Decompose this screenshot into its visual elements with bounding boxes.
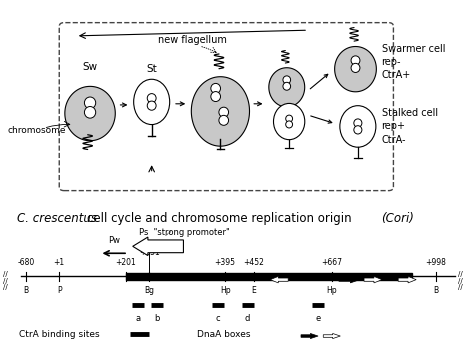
Text: (Cori): (Cori) [382, 212, 414, 225]
Text: //: // [3, 277, 8, 283]
Ellipse shape [351, 63, 360, 72]
Text: CtrA binding sites: CtrA binding sites [19, 330, 100, 339]
Ellipse shape [147, 94, 156, 103]
Text: //: // [458, 271, 463, 277]
Text: E: E [251, 286, 256, 295]
Text: Pw: Pw [108, 236, 120, 245]
Text: DnaA boxes: DnaA boxes [197, 330, 250, 339]
PathPatch shape [335, 46, 376, 92]
Polygon shape [133, 237, 183, 256]
Ellipse shape [354, 119, 362, 127]
Ellipse shape [283, 82, 291, 90]
Ellipse shape [286, 115, 292, 122]
Text: +251: +251 [139, 248, 160, 257]
Polygon shape [364, 276, 382, 283]
Text: //: // [458, 277, 463, 283]
Ellipse shape [351, 56, 360, 65]
Ellipse shape [273, 103, 305, 140]
Bar [126, 273, 412, 280]
Ellipse shape [134, 79, 170, 125]
Text: //: // [3, 271, 8, 277]
Text: Sw: Sw [82, 62, 98, 72]
Text: +395: +395 [215, 258, 236, 267]
Text: b: b [154, 313, 159, 322]
Text: Swarmer cell
rep-
CtrA+: Swarmer cell rep- CtrA+ [382, 44, 445, 81]
Polygon shape [301, 334, 318, 339]
Text: St: St [146, 64, 157, 74]
Text: +998: +998 [426, 258, 447, 267]
Text: B: B [24, 286, 28, 295]
Text: Bg: Bg [144, 286, 155, 295]
Text: d: d [245, 313, 250, 322]
Text: C. crescentus: C. crescentus [17, 212, 97, 225]
Text: -680: -680 [18, 258, 35, 267]
Text: chromosome: chromosome [7, 126, 65, 135]
Ellipse shape [84, 97, 96, 109]
Ellipse shape [340, 106, 376, 147]
Text: Ps  "strong promoter": Ps "strong promoter" [139, 228, 230, 237]
Polygon shape [339, 276, 360, 283]
PathPatch shape [65, 86, 115, 141]
Text: B: B [434, 286, 438, 295]
Text: a: a [135, 313, 140, 322]
PathPatch shape [191, 77, 249, 146]
Ellipse shape [219, 115, 228, 125]
Ellipse shape [286, 121, 292, 128]
Text: P: P [57, 286, 62, 295]
Text: cell cycle and chromosome replication origin: cell cycle and chromosome replication or… [87, 212, 351, 225]
Text: +452: +452 [243, 258, 264, 267]
Text: Hp: Hp [220, 286, 230, 295]
Polygon shape [323, 334, 340, 339]
Ellipse shape [211, 83, 220, 93]
Ellipse shape [354, 126, 362, 134]
Text: e: e [315, 313, 320, 322]
Text: +1: +1 [54, 258, 65, 267]
Text: Hp: Hp [327, 286, 337, 295]
Polygon shape [270, 276, 288, 283]
Text: //: // [3, 284, 8, 290]
Ellipse shape [211, 92, 220, 101]
Polygon shape [398, 276, 416, 283]
Ellipse shape [147, 101, 156, 110]
Text: //: // [458, 284, 463, 290]
Text: Stalked cell
rep+
CtrA-: Stalked cell rep+ CtrA- [382, 108, 438, 145]
Ellipse shape [84, 107, 96, 118]
PathPatch shape [269, 68, 305, 107]
Text: new flagellum: new flagellum [157, 35, 227, 45]
Text: c: c [216, 313, 220, 322]
Ellipse shape [283, 76, 291, 84]
Text: +201: +201 [115, 258, 136, 267]
Text: +667: +667 [321, 258, 342, 267]
Ellipse shape [219, 107, 228, 117]
